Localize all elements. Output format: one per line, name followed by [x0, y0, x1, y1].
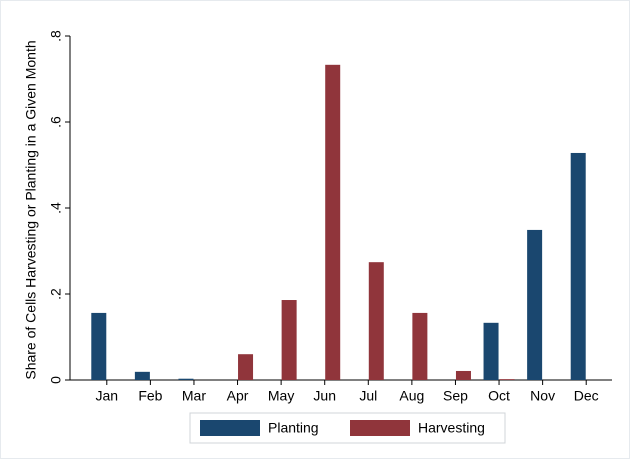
x-tick-label: Jan — [96, 388, 119, 404]
bar — [412, 312, 428, 380]
bar — [368, 262, 384, 380]
y-tick-label: .8 — [48, 30, 64, 42]
y-tick-label: .6 — [48, 116, 64, 128]
legend-label: Harvesting — [418, 420, 485, 436]
bar — [178, 378, 194, 380]
x-tick-label: Nov — [530, 388, 555, 404]
x-tick-label: Jul — [359, 388, 377, 404]
x-tick-label: Dec — [574, 388, 599, 404]
x-tick-label: Mar — [182, 388, 206, 404]
x-tick-label: Sep — [443, 388, 468, 404]
y-axis-title: Share of Cells Harvesting or Planting in… — [23, 40, 39, 379]
bar — [238, 354, 254, 380]
y-tick-label: .4 — [48, 202, 64, 214]
bar — [570, 152, 586, 380]
legend-label: Planting — [268, 420, 319, 436]
bar — [499, 379, 515, 380]
bar — [483, 322, 499, 380]
bar — [527, 229, 543, 380]
x-tick-label: Jun — [313, 388, 336, 404]
x-tick-label: Aug — [399, 388, 424, 404]
x-tick-label: Apr — [227, 388, 249, 404]
legend-swatch — [350, 420, 410, 436]
y-tick-label: .2 — [48, 288, 64, 300]
bar — [455, 370, 471, 380]
x-tick-label: Feb — [138, 388, 162, 404]
y-tick-label: 0 — [48, 376, 64, 384]
bar — [91, 312, 107, 380]
bar — [325, 64, 341, 380]
x-tick-label: May — [268, 388, 294, 404]
bar — [134, 371, 150, 380]
legend-swatch — [200, 420, 260, 436]
x-tick-label: Oct — [488, 388, 510, 404]
bar — [281, 300, 297, 380]
